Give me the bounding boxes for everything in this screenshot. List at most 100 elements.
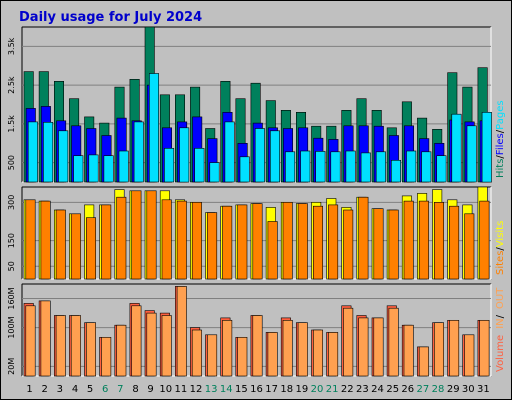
day-label-9: 9 <box>147 384 153 395</box>
bar-sites-day-29 <box>449 205 460 280</box>
hits-panel-legend: Hits/Files/Pages <box>495 100 506 178</box>
y-tick-label: 50 <box>7 261 16 271</box>
bar-pages-day-21 <box>330 151 341 183</box>
bar-kbytes_out-day-24 <box>373 317 384 377</box>
bar-sites-day-11 <box>176 200 187 280</box>
bar-sites-day-19 <box>297 203 308 280</box>
bar-pages-day-26 <box>406 150 417 183</box>
day-label-5: 5 <box>87 384 93 395</box>
legend-text: OUT <box>495 287 506 309</box>
y-tick-label: 300 <box>7 195 16 210</box>
bar-sites-day-16 <box>252 203 263 280</box>
day-label-25: 25 <box>386 384 399 395</box>
y-tick-label: 3.5k <box>7 37 16 55</box>
bar-pages-day-22 <box>345 150 356 183</box>
bar-sites-day-22 <box>343 209 354 280</box>
bar-kbytes_out-day-4 <box>70 315 81 377</box>
bar-kbytes_out-day-14 <box>222 319 233 377</box>
bar-pages-day-27 <box>421 151 432 183</box>
day-label-18: 18 <box>280 384 293 395</box>
bar-sites-day-2 <box>40 200 51 280</box>
day-label-14: 14 <box>220 384 233 395</box>
bar-pages-day-20 <box>315 151 326 183</box>
bar-pages-day-18 <box>285 151 296 183</box>
kbytes-panel-legend: Volume IN/ OUT <box>495 287 506 372</box>
bar-pages-day-10 <box>164 148 175 183</box>
day-label-15: 15 <box>235 384 248 395</box>
legend-text: Volume <box>495 335 506 372</box>
bar-pages-day-2 <box>43 122 54 183</box>
y-tick-label: 160M <box>7 287 16 309</box>
day-label-1: 1 <box>26 384 32 395</box>
bar-kbytes_out-day-25 <box>388 307 399 377</box>
day-label-29: 29 <box>447 384 460 395</box>
day-label-11: 11 <box>175 384 188 395</box>
bar-sites-day-21 <box>328 204 339 280</box>
bar-kbytes_out-day-18 <box>282 319 293 377</box>
bar-sites-day-12 <box>191 202 202 280</box>
day-label-2: 2 <box>42 384 48 395</box>
day-label-30: 30 <box>462 384 475 395</box>
bar-kbytes_out-day-2 <box>40 300 51 377</box>
bar-pages-day-12 <box>194 148 205 183</box>
bar-kbytes_out-day-21 <box>328 332 339 377</box>
day-label-28: 28 <box>432 384 445 395</box>
bar-kbytes_out-day-13 <box>207 334 218 377</box>
day-label-26: 26 <box>401 384 414 395</box>
legend-text: / <box>495 155 506 159</box>
bar-pages-day-24 <box>375 151 386 183</box>
bar-kbytes_out-day-19 <box>297 322 308 377</box>
bar-pages-day-5 <box>88 154 99 183</box>
bar-sites-day-20 <box>312 205 323 280</box>
bar-pages-day-1 <box>27 121 38 183</box>
bar-sites-day-17 <box>267 221 278 280</box>
y-tick-label: 150 <box>7 233 16 248</box>
day-label-20: 20 <box>311 384 324 395</box>
bar-kbytes_out-day-3 <box>55 315 66 377</box>
day-label-17: 17 <box>265 384 278 395</box>
day-label-13: 13 <box>205 384 218 395</box>
legend-text: Sites <box>495 251 506 275</box>
legend-text: Files <box>495 133 506 155</box>
legend-text: / <box>495 129 506 133</box>
bar-kbytes_out-day-16 <box>252 315 263 377</box>
bar-pages-day-6 <box>103 155 114 183</box>
bar-pages-day-30 <box>466 125 477 183</box>
day-label-4: 4 <box>72 384 78 395</box>
bar-kbytes_out-day-8 <box>131 305 142 377</box>
bar-kbytes_out-day-17 <box>267 332 278 377</box>
day-label-27: 27 <box>417 384 430 395</box>
bar-sites-day-31 <box>479 200 490 280</box>
bar-sites-day-4 <box>70 213 81 280</box>
visits-panel-legend: Sites/Visits <box>495 221 506 275</box>
bar-kbytes_out-day-20 <box>312 329 323 377</box>
bar-pages-day-19 <box>300 150 311 183</box>
bar-kbytes_out-day-15 <box>237 336 248 377</box>
day-label-10: 10 <box>159 384 172 395</box>
bar-kbytes_out-day-10 <box>161 315 172 377</box>
bar-sites-day-24 <box>373 208 384 280</box>
bar-pages-day-9 <box>149 73 160 183</box>
bar-pages-day-11 <box>179 127 190 183</box>
bar-sites-day-25 <box>388 209 399 280</box>
bar-pages-day-16 <box>254 128 265 183</box>
bar-pages-day-7 <box>118 150 129 183</box>
legend-text: / <box>495 247 506 251</box>
day-label-6: 6 <box>102 384 108 395</box>
bar-kbytes_out-day-29 <box>449 319 460 377</box>
day-label-3: 3 <box>57 384 63 395</box>
bar-pages-day-14 <box>224 121 235 183</box>
bar-sites-day-10 <box>161 199 172 280</box>
bar-sites-day-27 <box>418 200 429 280</box>
bar-kbytes_out-day-6 <box>101 336 112 377</box>
y-tick-label: 100M <box>7 316 16 338</box>
bar-pages-day-8 <box>133 121 144 183</box>
bar-pages-day-17 <box>269 130 280 183</box>
bar-sites-day-1 <box>25 199 36 280</box>
bar-kbytes_out-day-9 <box>146 312 157 377</box>
bar-pages-day-23 <box>360 152 371 183</box>
bar-kbytes_out-day-7 <box>116 324 127 377</box>
bar-sites-day-6 <box>101 204 112 280</box>
bar-pages-day-3 <box>58 130 69 183</box>
